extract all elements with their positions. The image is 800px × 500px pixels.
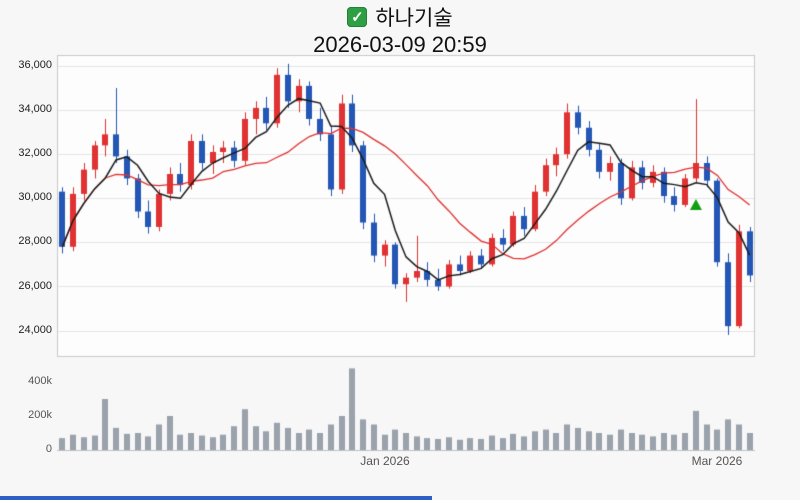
title-row: ✓ 하나기술 (0, 4, 800, 30)
price-axis-tick-28000: 28,000 (18, 235, 52, 247)
x-axis-tick-mar-2026: Mar 2026 (691, 454, 743, 468)
price-axis-tick-34000: 34,000 (18, 103, 52, 115)
price-axis-tick-32000: 32,000 (18, 147, 52, 159)
checked-checkbox-icon: ✓ (347, 7, 368, 27)
stock-title: 하나기술 (375, 7, 453, 30)
price-axis-tick-24000: 24,000 (18, 324, 52, 336)
price-axis-tick-36000: 36,000 (18, 59, 52, 71)
datetime-label: 2026-03-09 20:59 (313, 32, 487, 57)
check-glyph: ✓ (351, 9, 364, 26)
volume-axis-tick-400k: 400k (28, 375, 52, 387)
bottom-blue-bar (0, 496, 432, 500)
chart-header: ✓ 하나기술 2026-03-09 20:59 (0, 4, 800, 58)
volume-axis-tick-0: 0 (45, 443, 52, 455)
volume-axis-tick-200k: 200k (28, 409, 52, 421)
x-axis-tick-jan-2026: Jan 2026 (360, 454, 410, 468)
price-axis-tick-26000: 26,000 (18, 280, 52, 292)
price-axis-tick-30000: 30,000 (18, 191, 52, 203)
